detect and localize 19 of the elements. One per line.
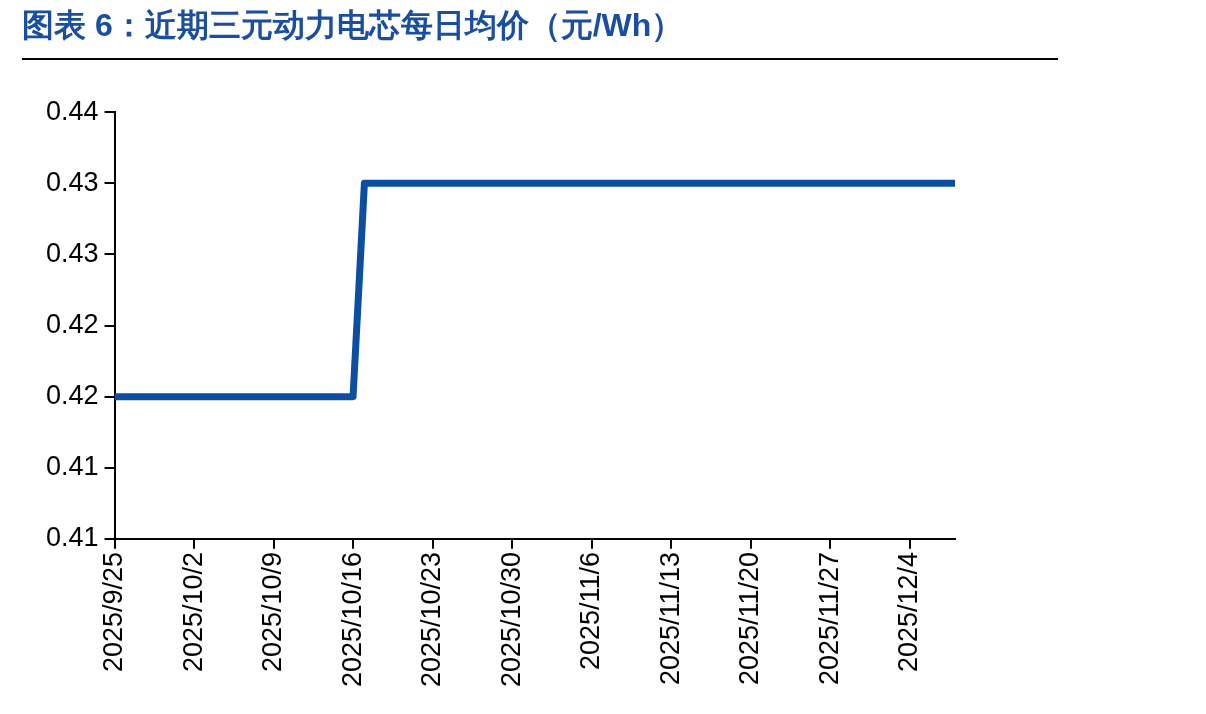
y-tick-label: 0.41 [45, 522, 99, 553]
y-tick-label: 0.44 [45, 95, 99, 126]
x-tick-label: 2025/10/30 [495, 551, 526, 688]
y-tick-label: 0.42 [45, 380, 99, 411]
y-tick-label: 0.41 [45, 451, 99, 482]
x-tick-label: 2025/9/25 [98, 551, 128, 672]
x-tick-label: 2025/11/13 [654, 551, 685, 686]
y-tick-label: 0.43 [45, 237, 99, 268]
x-tick-label: 2025/10/9 [257, 551, 288, 672]
x-tick-label: 2025/12/4 [893, 551, 924, 672]
y-tick-label: 0.42 [45, 308, 99, 339]
x-tick-label: 2025/10/2 [177, 551, 208, 672]
x-tick-label: 2025/10/16 [336, 551, 367, 688]
x-tick-label: 2025/11/6 [575, 551, 606, 670]
x-tick-label: 2025/11/20 [734, 551, 765, 686]
x-tick-label: 2025/10/23 [416, 551, 447, 688]
y-tick-label: 0.43 [45, 166, 99, 197]
chart-title: 图表 6：近期三元动力电芯每日均价（元/Wh） [22, 4, 1058, 60]
x-tick-label: 2025/11/27 [813, 551, 844, 686]
